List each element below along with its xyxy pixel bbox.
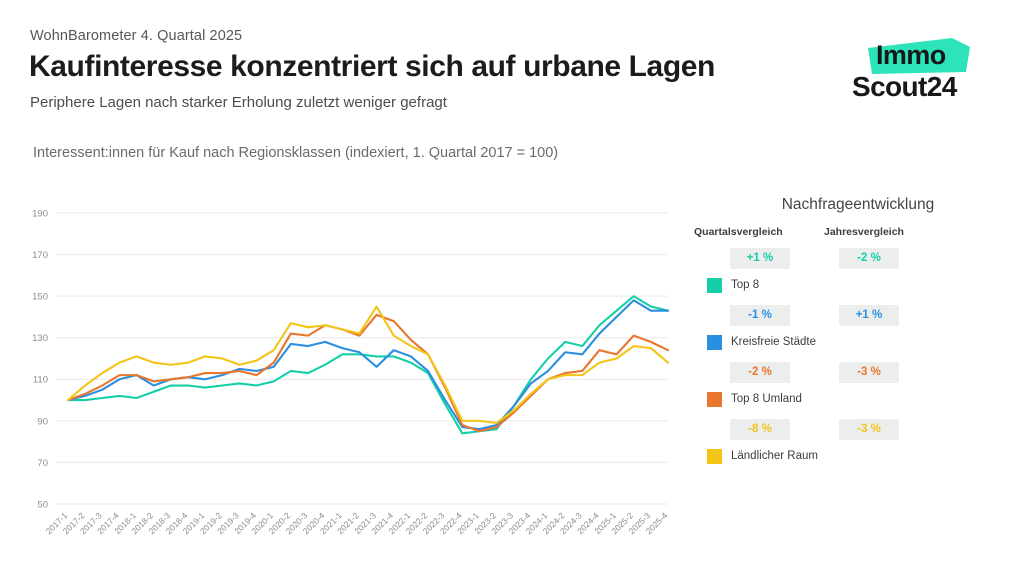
series-line: [66, 313, 670, 433]
legend-panel: Nachfrageentwicklung Quartalsvergleich J…: [688, 196, 1018, 476]
legend-color-swatch: [707, 449, 722, 464]
y-axis-tick-label: 190: [32, 208, 48, 219]
y-axis-tick-label: 130: [32, 333, 48, 344]
series-line: [66, 305, 670, 424]
legend-series-label: Top 8 Umland: [731, 393, 802, 405]
logo-polygon-icon: [868, 38, 970, 74]
year-change-badge: +1 %: [839, 305, 899, 326]
quarter-change-badge: -1 %: [730, 305, 790, 326]
logo-immo-text: Immo: [876, 40, 946, 70]
legend-color-swatch: [707, 278, 722, 293]
y-axis-tick-label: 50: [37, 499, 48, 510]
legend-color-swatch: [707, 335, 722, 350]
quarter-change-badge: -2 %: [730, 362, 790, 383]
year-change-badge: -2 %: [839, 248, 899, 269]
legend-row: -8 % -3 % Ländlicher Raum: [688, 419, 1018, 481]
legend-series-label: Ländlicher Raum: [731, 450, 818, 462]
legend-series-label: Top 8: [731, 279, 760, 291]
y-axis-tick-label: 150: [32, 292, 48, 303]
y-axis-tick-label: 170: [32, 250, 48, 261]
y-axis-tick-label: 90: [37, 416, 48, 427]
page-subtitle: Periphere Lagen nach starker Erholung zu…: [30, 94, 447, 111]
logo-scout24-text: Scout24: [852, 71, 957, 102]
year-change-badge: -3 %: [839, 362, 899, 383]
immoscout24-logo: Immo Scout24: [852, 38, 982, 110]
legend-column-quarter: Quartalsvergleich: [694, 226, 783, 238]
quarter-change-badge: +1 %: [730, 248, 790, 269]
chart-title: Interessent:innen für Kauf nach Regionsk…: [33, 145, 559, 161]
quarter-change-badge: -8 %: [730, 419, 790, 440]
legend-color-swatch: [707, 392, 722, 407]
page-title: Kaufinteresse konzentriert sich auf urba…: [29, 50, 715, 83]
demand-index-line-chart: 5070901101301501701902017-12017-22017-32…: [32, 208, 670, 536]
year-change-badge: -3 %: [839, 419, 899, 440]
legend-row: -1 % +1 % Kreisfreie Städte: [688, 305, 1018, 367]
chart-area: 50 70 90 110 130 150 170 190 2017-1 2017-2 2017-3 2…: [0, 195, 690, 575]
legend-row: +1 % -2 % Top 8: [688, 248, 1018, 310]
legend-row: -2 % -3 % Top 8 Umland: [688, 362, 1018, 424]
y-axis-tick-label: 70: [37, 458, 48, 469]
legend-series-label: Kreisfreie Städte: [731, 336, 817, 348]
y-axis-tick-label: 110: [33, 375, 48, 386]
series-line: [66, 295, 670, 435]
legend-column-year: Jahresvergleich: [824, 226, 904, 238]
kicker-text: WohnBarometer 4. Quartal 2025: [30, 28, 243, 44]
legend-title: Nachfrageentwicklung: [781, 196, 935, 213]
